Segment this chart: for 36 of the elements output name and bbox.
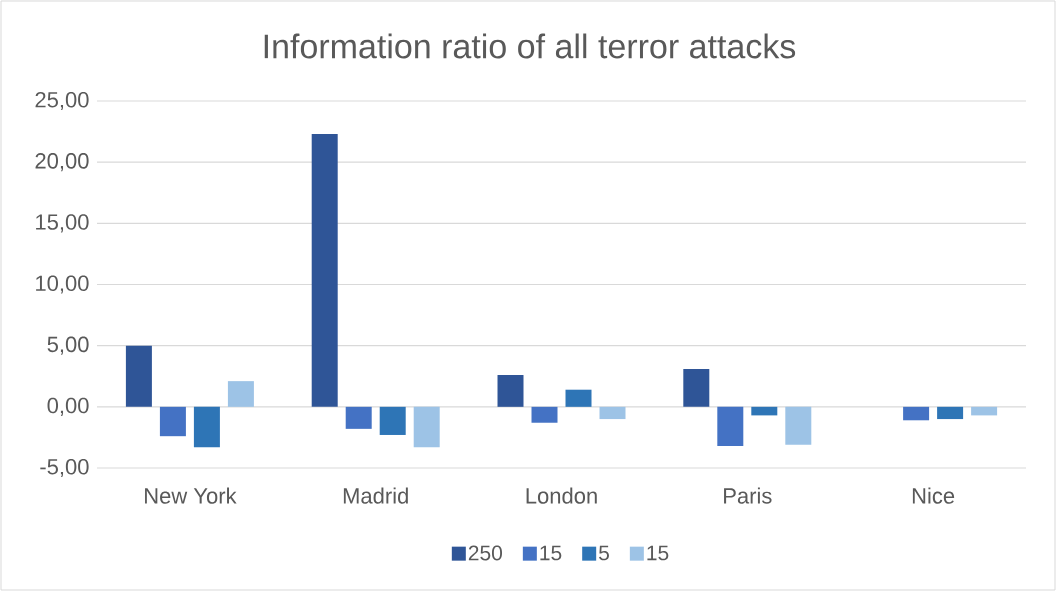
y-tick-label: 10,00 bbox=[36, 275, 89, 294]
y-tick-label: 0,00 bbox=[47, 397, 89, 416]
x-tick-label: Paris bbox=[724, 487, 772, 504]
bar bbox=[311, 134, 338, 407]
bar bbox=[379, 406, 406, 435]
bar bbox=[751, 406, 778, 416]
legend-label: 250 bbox=[468, 545, 503, 561]
legend-label: 5 bbox=[599, 545, 609, 561]
x-tick-label: London bbox=[526, 487, 597, 504]
bar bbox=[599, 406, 626, 420]
y-tick-label: 20,00 bbox=[35, 153, 89, 172]
x-tick-label: Nice bbox=[912, 487, 955, 504]
bar bbox=[227, 381, 254, 407]
bar bbox=[937, 406, 964, 420]
bar bbox=[565, 389, 592, 407]
x-tick-label: Madrid bbox=[343, 487, 408, 504]
y-tick-label: 5,00 bbox=[47, 336, 89, 355]
y-tick-label: -5,00 bbox=[40, 458, 89, 478]
y-tick-label: 25,00 bbox=[35, 91, 89, 111]
x-tick-label: New York bbox=[145, 487, 237, 504]
bar bbox=[971, 406, 998, 416]
bar bbox=[785, 406, 812, 445]
bar bbox=[903, 406, 930, 421]
bar bbox=[717, 406, 744, 446]
legend-label: 15 bbox=[647, 545, 669, 561]
bar bbox=[497, 375, 524, 407]
chart-title: Information ratio of all terror attacks bbox=[264, 33, 796, 59]
bar bbox=[193, 406, 220, 448]
bar bbox=[125, 345, 152, 407]
bar bbox=[683, 368, 710, 407]
bar bbox=[413, 406, 440, 448]
legend-label: 15 bbox=[540, 545, 562, 561]
y-tick-label: 15,00 bbox=[36, 214, 89, 233]
bar bbox=[159, 406, 186, 437]
bar bbox=[531, 406, 558, 423]
bar bbox=[345, 406, 372, 429]
